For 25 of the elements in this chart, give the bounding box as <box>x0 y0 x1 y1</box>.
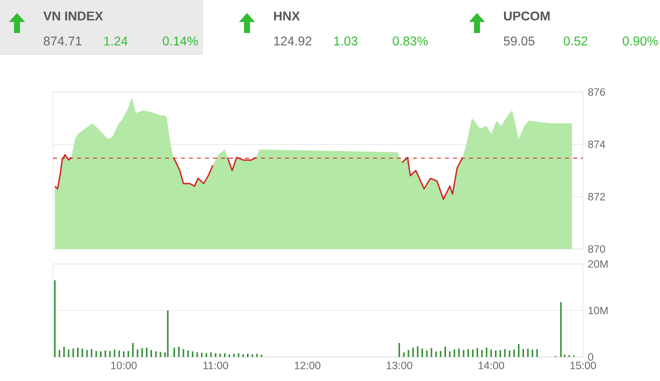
y-tick-label: 10M <box>588 306 608 314</box>
text: 0.52 <box>564 36 588 46</box>
x-tick-label: 14:00 <box>478 362 504 370</box>
text: HNX <box>274 12 300 20</box>
x-tick-label: 13:00 <box>386 362 412 370</box>
y-tick-label: 20M <box>588 260 608 268</box>
text: 874.71 <box>44 36 82 46</box>
y-tick-label: 0 <box>588 353 594 361</box>
text: 0.83% <box>392 36 428 46</box>
text: 1.24 <box>104 36 128 46</box>
text: 1.03 <box>334 36 358 46</box>
x-tick-label: 12:00 <box>294 362 320 370</box>
y-tick-label: 876 <box>588 88 606 96</box>
text: 0.90% <box>622 36 658 46</box>
y-tick-label: 870 <box>588 245 606 253</box>
text: VN INDEX <box>43 12 103 20</box>
y-tick-label: 872 <box>588 192 605 200</box>
y-tick-label: 874 <box>588 140 606 148</box>
text: 0.14% <box>162 36 198 46</box>
x-tick-label: 10:00 <box>111 362 137 370</box>
x-tick-label: 15:00 <box>570 362 596 370</box>
text: UPCOM <box>504 12 550 20</box>
text: 59.05 <box>504 36 534 46</box>
text: 124.92 <box>274 36 312 46</box>
x-tick-label: 11:00 <box>203 362 228 370</box>
